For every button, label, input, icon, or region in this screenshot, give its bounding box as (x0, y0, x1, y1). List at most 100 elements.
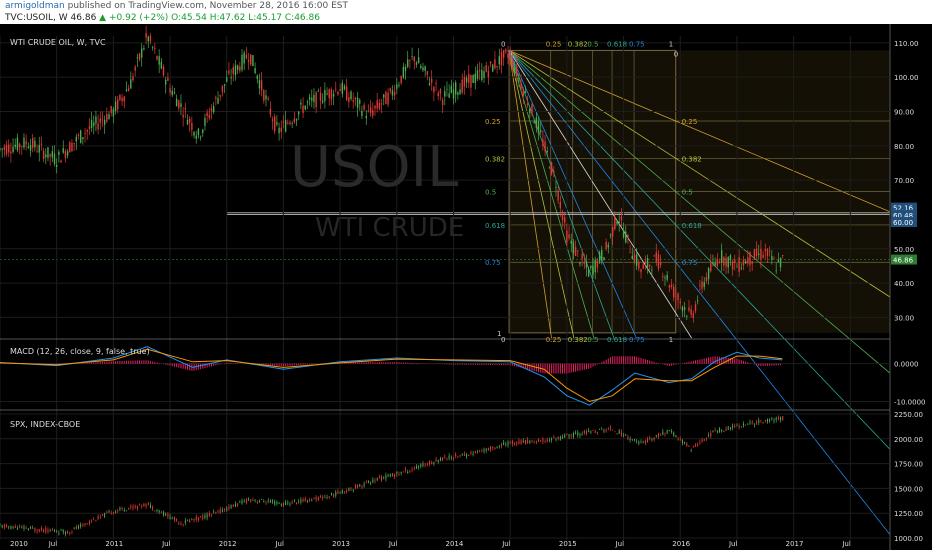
spx-pane-title: SPX, INDEX-CBOE (10, 420, 80, 429)
usoil-candle (236, 65, 239, 70)
y-tick-label: 2250.00 (894, 411, 923, 419)
usoil-candle (740, 267, 743, 269)
author-link[interactable]: armigoldman (5, 1, 65, 11)
spx-candle (553, 437, 555, 439)
spx-candle (123, 510, 125, 511)
usoil-candle (82, 137, 84, 140)
spx-candle (415, 466, 417, 469)
spx-candle (210, 514, 212, 515)
spx-candle (43, 530, 45, 532)
fan-ray-vertical (508, 50, 637, 339)
spx-candle (141, 506, 143, 508)
usoil-candle (8, 144, 10, 153)
usoil-candle (681, 306, 684, 311)
close-value: C:46.86 (284, 13, 320, 23)
x-tick-label: 2014 (446, 540, 464, 548)
spx-candle (461, 453, 463, 455)
spx-candle (343, 491, 345, 493)
spx-candle (313, 497, 315, 499)
spx-candle (679, 439, 681, 440)
publish-header: armigoldman published on TradingView.com… (0, 0, 932, 24)
chart-canvas[interactable]: 2010 Jul 2011 Jul 2012 Jul 2013 Jul 2014 Jul 2015 J… (0, 24, 932, 550)
spx-candle (378, 476, 380, 479)
spx-candle (243, 501, 245, 502)
usoil-candle (232, 67, 234, 75)
usoil-candle (40, 143, 43, 145)
usoil-candle (282, 121, 285, 123)
spx-candle (531, 440, 533, 442)
spx-candle (740, 426, 742, 428)
spx-candle (686, 443, 688, 447)
spx-candle (588, 430, 590, 432)
usoil-candle (53, 153, 56, 165)
usoil-candle (313, 94, 315, 103)
x-tick-label: Jul (615, 540, 625, 548)
spx-candle (764, 419, 766, 422)
usoil-candle (158, 56, 160, 65)
usoil-candle (345, 86, 348, 101)
usoil-candle (385, 91, 387, 105)
fib-bottom-label: 0 (501, 336, 505, 344)
usoil-candle (10, 151, 12, 154)
usoil-candle (614, 216, 616, 230)
spx-candle (431, 462, 433, 465)
usoil-candle (404, 66, 407, 71)
spx-candle (420, 464, 422, 467)
usoil-candle (291, 123, 293, 125)
spx-candle (30, 527, 32, 529)
usoil-candle (191, 122, 193, 130)
fib-top-label: 0.382 (568, 40, 588, 48)
usoil-candle (594, 259, 596, 273)
spx-candle (557, 436, 559, 439)
spx-candle (88, 521, 90, 524)
spx-candle (727, 426, 729, 430)
spx-candle (54, 530, 56, 532)
usoil-candle (699, 284, 701, 286)
y-tick-label: 1500.00 (894, 485, 923, 493)
usoil-candle (79, 130, 82, 143)
spx-candle (524, 439, 526, 445)
fib-left-label: 0.25 (485, 118, 501, 126)
usoil-candle (577, 250, 579, 252)
spx-candle (782, 416, 784, 420)
usoil-candle (25, 141, 27, 145)
fib-top-label: 1 (669, 40, 673, 48)
spx-candle (503, 442, 505, 445)
usoil-candle (494, 59, 496, 69)
spx-candle (232, 504, 234, 507)
spx-candle (459, 455, 461, 457)
usoil-candle (151, 46, 154, 48)
usoil-candle (566, 230, 568, 243)
usoil-candle (720, 250, 723, 263)
spx-candle (163, 511, 165, 515)
spx-candle (328, 496, 330, 498)
spx-candle (418, 466, 420, 468)
spx-candle (666, 430, 668, 434)
spx-candle (171, 518, 173, 520)
usoil-candle (300, 102, 302, 105)
usoil-candle (683, 307, 686, 310)
usoil-candle (664, 277, 666, 279)
x-tick-label: 2013 (332, 540, 350, 548)
spx-candle (708, 434, 710, 436)
usoil-candle (596, 260, 599, 268)
spx-candle (734, 426, 736, 427)
usoil-candle (23, 137, 25, 148)
spx-candle (616, 433, 618, 435)
usoil-candle (744, 261, 747, 264)
usoil-candle (417, 57, 420, 64)
usoil-candle (407, 59, 409, 68)
spx-candle (370, 482, 372, 484)
usoil-candle (635, 254, 638, 266)
usoil-candle (533, 122, 535, 124)
spx-candle (450, 457, 452, 459)
usoil-candle (557, 190, 559, 201)
spx-candle (365, 481, 367, 483)
price-label-box (891, 254, 917, 265)
usoil-candle (125, 89, 128, 92)
spx-candle (145, 503, 147, 507)
spx-candle (287, 502, 289, 504)
spx-candle (738, 426, 740, 428)
spx-candle (389, 473, 391, 477)
usoil-candle (572, 242, 575, 254)
